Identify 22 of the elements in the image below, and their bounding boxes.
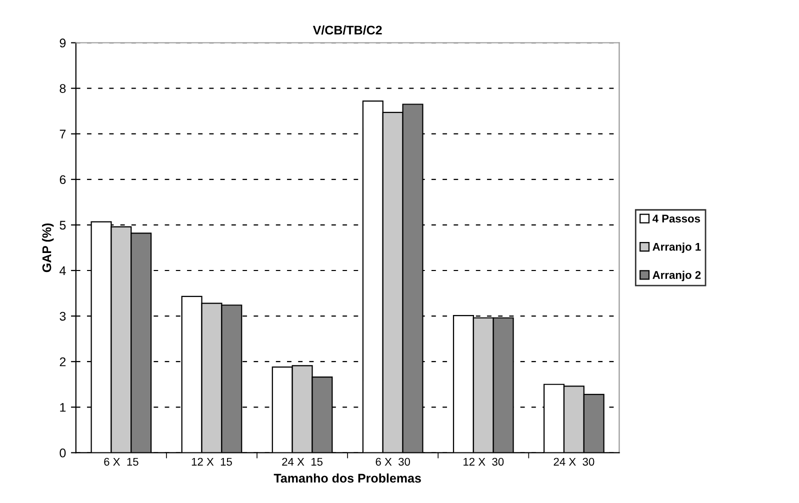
legend-label: Arranjo 2 [652,270,701,282]
y-tick-label: 3 [60,312,66,321]
y-tick-label: 7 [60,130,66,138]
x-tick-label: 6 X 15 [104,458,138,466]
y-tick-label: 8 [60,84,66,93]
x-axis-title: Tamanho dos Problemas [274,473,421,483]
y-axis-title: GAP (%) [42,223,54,272]
y-tick-label: 4 [60,266,66,276]
y-tick-label: 9 [60,38,66,48]
y-tick-label: 0 [60,448,66,458]
x-tick-label: 24 X 15 [282,458,323,466]
x-tick-label: 12 X 15 [192,458,232,466]
legend-label: Arranjo 1 [652,242,701,253]
x-tick-label: 24 X 30 [554,458,594,466]
legend-label: 4 Passos [652,214,700,223]
x-tick-label: 6 X 30 [376,458,410,466]
x-tick-label: 12 X 30 [464,458,504,466]
chart-title: V/CB/TB/C2 [312,25,382,35]
y-tick-label: 6 [60,175,66,184]
y-tick-label: 1 [60,403,66,412]
y-tick-label: 2 [60,357,66,366]
y-tick-label: 5 [60,220,66,230]
